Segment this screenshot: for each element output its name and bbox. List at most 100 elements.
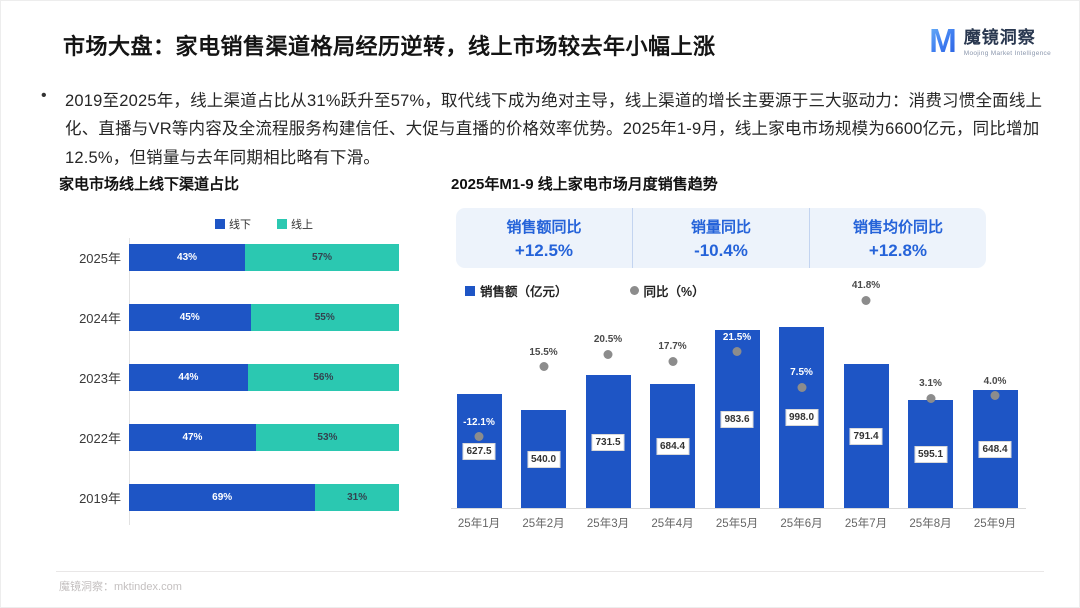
year-label: 2025年 (79, 251, 121, 266)
channel-chart-plot: 2025年 43% 57% 2024年 45% 55% 2023年 44% 56% 2022年 47… (59, 238, 433, 525)
yoy-percent-label: 21.5% (722, 331, 752, 343)
stacked-bar: 69% 31% (129, 484, 399, 511)
bar-segment-线下: 44% (129, 364, 248, 391)
stacked-bar: 44% 56% (129, 364, 399, 391)
bar-segment-线上: 31% (315, 484, 399, 511)
kpi-label: 销售额同比 (506, 218, 582, 236)
channel-row: 2025年 43% 57% (59, 244, 433, 271)
legend-label: 同比（%） (643, 285, 705, 299)
month-label: 25年5月 (715, 518, 759, 530)
channel-chart-title: 家电市场线上线下渠道占比 (59, 176, 240, 193)
legend-dot-icon (629, 286, 639, 295)
yoy-percent-label: 41.8% (851, 280, 881, 292)
month-label: 25年9月 (973, 518, 1017, 530)
channel-chart-legend: 线下 线上 (129, 216, 399, 232)
logo-subtitle: Moojing Market Intelligence (963, 50, 1051, 57)
stacked-bar: 43% 57% (129, 244, 399, 271)
legend-swatch-icon (277, 219, 287, 229)
bar-segment-线上: 55% (250, 304, 399, 331)
kpi-销量同比: 销量同比 -10.4% (632, 208, 809, 268)
yoy-percent-label: 15.5% (529, 346, 558, 358)
monthly-sales-chart: 2025年M1-9 线上家电市场月度销售趋势 销售额同比 +12.5% 销量同比 -1… (451, 173, 1026, 530)
legend-square-icon (465, 285, 475, 296)
year-label: 2024年 (79, 311, 121, 326)
yoy-dot (603, 349, 613, 359)
yoy-percent-label: -12.1% (463, 416, 495, 428)
yoy-dot (990, 391, 1000, 401)
kpi-label: 销量同比 (690, 218, 751, 236)
logo-name: 魔镜洞察 (963, 28, 1036, 47)
footer-source: 魔镜洞察：mktindex.com (59, 581, 182, 593)
kpi-value: -10.4% (694, 240, 748, 260)
bar-segment-线下: 47% (129, 424, 256, 451)
year-label: 2022年 (79, 431, 121, 446)
legend-label: 线上 (291, 219, 313, 231)
intro-bullet-block: • 2019至2025年，线上渠道占比从31%跃升至57%，取代线下成为绝对主导… (41, 87, 1046, 172)
yoy-dot (797, 382, 806, 392)
kpi-value: +12.8% (868, 240, 928, 260)
yoy-percent-label: 3.1% (919, 378, 942, 390)
legend-item-线下: 线下 (215, 216, 251, 232)
kpi-value: +12.5% (514, 240, 574, 260)
stacked-bar: 45% 55% (129, 304, 399, 331)
intro-text: 2019至2025年，线上渠道占比从31%跃升至57%，取代线下成为绝对主导，线… (65, 92, 1043, 167)
yoy-dot (668, 356, 677, 366)
bar-segment-线下: 45% (129, 304, 251, 331)
sales-value-label: 983.6 (720, 410, 754, 428)
sales-value-label: 540.0 (526, 451, 561, 468)
channel-row: 2023年 44% 56% (59, 364, 433, 391)
month-label: 25年8月 (909, 518, 952, 530)
kpi-销售均价同比: 销售均价同比 +12.8% (809, 208, 986, 268)
bar-segment-线上: 56% (247, 364, 399, 391)
sales-value-label: 648.4 (978, 441, 1012, 459)
bars-area: 627.5 -12.1% 540.0 15.5% 731.5 20.5% 684.4 17.7… (451, 280, 1026, 509)
month-label: 25年2月 (522, 518, 565, 530)
yoy-dot (926, 393, 935, 403)
sales-value-label: 627.5 (462, 443, 496, 461)
legend-item-销售额（亿元）: 销售额（亿元） (465, 281, 568, 300)
monthly-chart-title: 2025年M1-9 线上家电市场月度销售趋势 (451, 176, 718, 193)
sales-value-label: 684.4 (655, 437, 690, 455)
kpi-strip: 销售额同比 +12.5% 销量同比 -10.4% 销售均价同比 +12.8% (456, 208, 986, 268)
legend-swatch-icon (215, 219, 225, 229)
footer-divider (56, 571, 1044, 572)
channel-share-chart: 家电市场线上线下渠道占比 线下 线上 2025年 43% 57% 2024年 45% 55%… (59, 173, 433, 544)
bar-segment-线上: 57% (245, 244, 399, 271)
yoy-dot (732, 347, 742, 357)
monthly-chart-plot: 627.5 -12.1% 540.0 15.5% 731.5 20.5% 684.4 17.7… (451, 280, 1026, 535)
year-label: 2019年 (79, 491, 121, 506)
channel-row: 2022年 47% 53% (59, 424, 433, 451)
yoy-dot (539, 362, 548, 372)
month-label: 25年1月 (457, 518, 501, 530)
month-label: 25年6月 (780, 518, 823, 530)
legend-item-线上: 线上 (277, 216, 313, 232)
kpi-label: 销售均价同比 (852, 218, 943, 236)
yoy-percent-label: 4.0% (983, 375, 1007, 387)
bar-segment-线下: 69% (129, 484, 316, 511)
moojing-logo: M 魔镜洞察 Moojing Market Intelligence (929, 21, 1051, 59)
kpi-销售额同比: 销售额同比 +12.5% (456, 208, 632, 268)
moojing-m-icon: M (929, 21, 957, 59)
yoy-percent-label: 17.7% (658, 341, 687, 353)
month-label: 25年7月 (844, 518, 888, 530)
sales-value-label: 731.5 (591, 433, 625, 451)
bullet-marker: • (41, 87, 47, 104)
legend-item-同比（%）: 同比（%） (629, 281, 705, 300)
channel-row: 2024年 45% 55% (59, 304, 433, 331)
month-label: 25年4月 (651, 518, 694, 530)
year-label: 2023年 (79, 371, 121, 386)
bar-segment-线下: 43% (129, 244, 246, 271)
bar-segment-线上: 53% (255, 424, 399, 451)
stacked-bar: 47% 53% (129, 424, 399, 451)
legend-label: 销售额（亿元） (480, 285, 568, 299)
yoy-percent-label: 7.5% (790, 367, 813, 379)
yoy-percent-label: 20.5% (593, 334, 623, 346)
sales-value-label: 998.0 (784, 409, 819, 427)
yoy-dot (474, 432, 484, 442)
yoy-dot (861, 295, 871, 305)
monthly-chart-legend: 销售额（亿元） 同比（%） (465, 281, 705, 300)
channel-row: 2019年 69% 31% (59, 484, 433, 511)
sales-value-label: 791.4 (849, 428, 883, 446)
sales-value-label: 595.1 (913, 446, 948, 463)
